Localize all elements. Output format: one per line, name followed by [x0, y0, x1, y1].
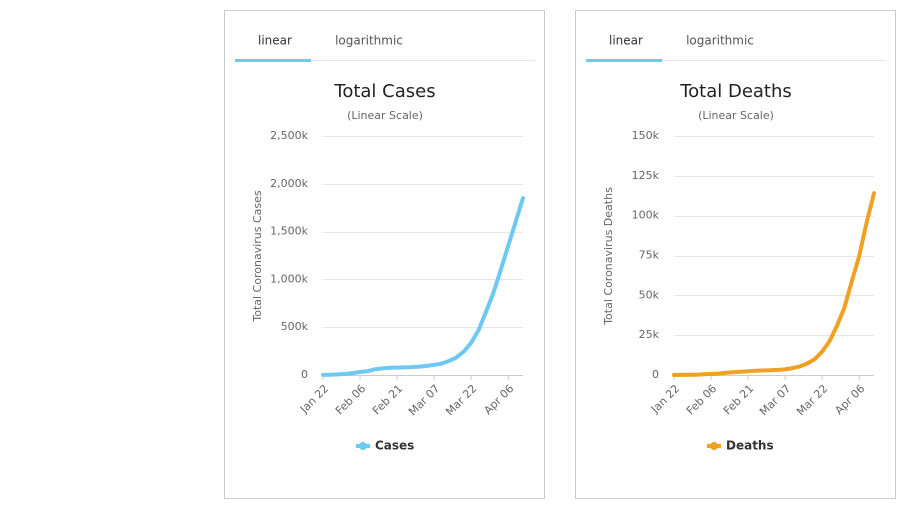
y-tick-label: 0 — [301, 368, 308, 381]
tab-underline — [586, 59, 662, 62]
legend-marker — [710, 442, 718, 450]
y-tick-label: 1,000k — [270, 272, 308, 285]
y-tick-label: 150k — [632, 129, 660, 142]
y-tick-label: 25k — [639, 328, 660, 341]
y-axis-label: Total Coronavirus Deaths — [602, 187, 615, 326]
chart-title: Total Deaths — [679, 81, 792, 102]
legend-label[interactable]: Deaths — [726, 439, 774, 453]
data-line — [672, 191, 876, 377]
y-tick-label: 500k — [281, 320, 309, 333]
tab-linear[interactable]: linear — [609, 34, 643, 48]
y-tick-label: 2,500k — [270, 129, 308, 142]
chart-subtitle: (Linear Scale) — [347, 109, 423, 122]
y-tick-label: 2,000k — [270, 177, 308, 190]
y-tick-label: 0 — [652, 368, 659, 381]
chart-subtitle: (Linear Scale) — [698, 109, 774, 122]
y-tick-label: 125k — [632, 169, 660, 182]
y-tick-label: 1,500k — [270, 225, 308, 238]
tab-linear[interactable]: linear — [258, 34, 292, 48]
tab-underline — [235, 59, 311, 62]
legend-marker — [359, 442, 367, 450]
y-axis-label: Total Coronavirus Cases — [251, 190, 264, 323]
y-tick-label: 100k — [632, 209, 660, 222]
legend-label[interactable]: Cases — [375, 439, 414, 453]
tab-logarithmic[interactable]: logarithmic — [335, 34, 403, 48]
y-tick-label: 75k — [639, 249, 660, 262]
data-line — [321, 196, 525, 377]
chart-title: Total Cases — [333, 81, 435, 102]
tab-logarithmic[interactable]: logarithmic — [686, 34, 754, 48]
panel — [575, 10, 896, 499]
y-tick-label: 50k — [639, 288, 660, 301]
panel — [224, 10, 545, 499]
